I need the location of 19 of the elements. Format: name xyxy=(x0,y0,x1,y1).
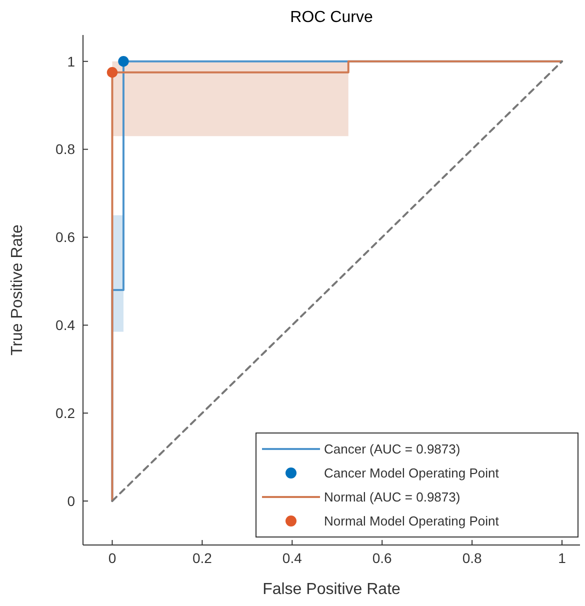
y-tick-label: 0.6 xyxy=(56,229,76,246)
x-tick-label: 1 xyxy=(558,550,566,566)
y-tick-label: 0.4 xyxy=(56,317,76,334)
x-tick-label: 0.8 xyxy=(462,550,482,566)
legend-label: Normal Model Operating Point xyxy=(324,514,500,529)
legend-label: Normal (AUC = 0.9873) xyxy=(324,490,460,505)
x-tick-label: 0.6 xyxy=(372,550,392,566)
y-tick-label: 0.2 xyxy=(56,405,76,422)
y-tick-label: 1 xyxy=(67,53,76,70)
x-tick-label: 0.4 xyxy=(282,550,302,566)
chart-title: ROC Curve xyxy=(290,9,373,26)
legend-label: Cancer Model Operating Point xyxy=(324,466,500,481)
x-tick-label: 0 xyxy=(108,550,116,566)
y-tick-label: 0.8 xyxy=(56,141,76,158)
x-tick-label: 0.2 xyxy=(192,550,212,566)
x-axis-title: False Positive Rate xyxy=(262,581,401,598)
y-axis-title: True Positive Rate xyxy=(9,224,26,356)
y-tick-label: 0 xyxy=(67,492,76,509)
legend-label: Cancer (AUC = 0.9873) xyxy=(324,442,460,457)
